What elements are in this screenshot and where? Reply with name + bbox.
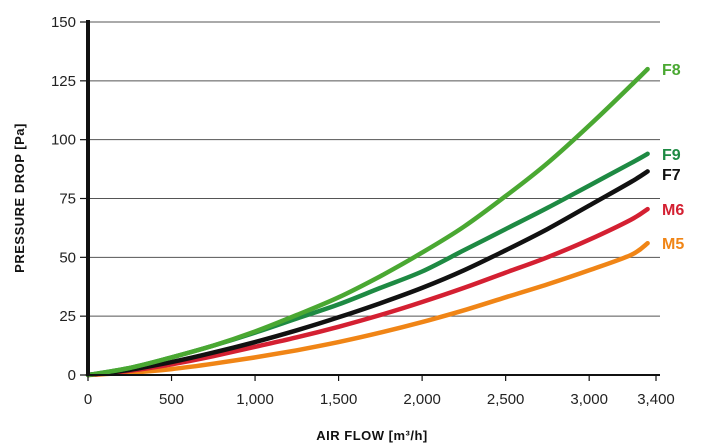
series-line-m5 <box>85 240 650 378</box>
y-tick-label: 150 <box>51 14 76 31</box>
x-tick-label: 1,000 <box>236 391 274 408</box>
series-lines <box>85 66 650 378</box>
series-label-f7: F7 <box>662 167 681 184</box>
series-line-f9 <box>85 151 650 378</box>
y-tick-label: 50 <box>59 249 76 266</box>
x-tick-label: 2,500 <box>487 391 525 408</box>
x-tick-labels: 0 500 1,000 1,500 2,000 2,500 3,000 3,400 <box>84 375 675 408</box>
series-line-f8 <box>85 66 650 378</box>
x-tick-label: 0 <box>84 391 92 408</box>
y-axis-title: PRESSURE DROP [Pa] <box>12 123 27 273</box>
series-line-m6 <box>85 206 650 378</box>
y-tick-label: 25 <box>59 308 76 325</box>
y-tick-label: 100 <box>51 132 76 149</box>
series-labels: F8 F9 F7 M6 M5 <box>662 62 684 253</box>
y-tick-label: 75 <box>59 191 76 208</box>
y-tick-label: 0 <box>68 367 76 384</box>
series-label-f9: F9 <box>662 147 681 164</box>
grid-lines <box>88 21 660 317</box>
y-tick-labels: 0 25 50 75 100 125 150 <box>51 14 88 384</box>
series-label-m5: M5 <box>662 236 684 253</box>
x-tick-label: 1,500 <box>320 391 358 408</box>
x-tick-label: 500 <box>159 391 184 408</box>
x-tick-label: 3,000 <box>570 391 608 408</box>
x-tick-label: 2,000 <box>403 391 441 408</box>
y-tick-label: 125 <box>51 73 76 90</box>
series-line-f7 <box>85 169 650 378</box>
series-label-m6: M6 <box>662 202 684 219</box>
x-axis-title: AIR FLOW [m³/h] <box>316 428 427 443</box>
series-label-f8: F8 <box>662 62 681 79</box>
x-tick-label: 3,400 <box>637 391 675 408</box>
